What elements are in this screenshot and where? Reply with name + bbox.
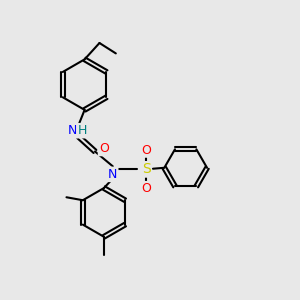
Text: O: O [141,143,151,157]
Text: S: S [142,162,151,176]
Text: O: O [99,142,109,155]
Text: N: N [108,168,117,181]
Text: H: H [77,124,87,137]
Text: O: O [141,182,151,195]
Text: N: N [68,124,77,137]
